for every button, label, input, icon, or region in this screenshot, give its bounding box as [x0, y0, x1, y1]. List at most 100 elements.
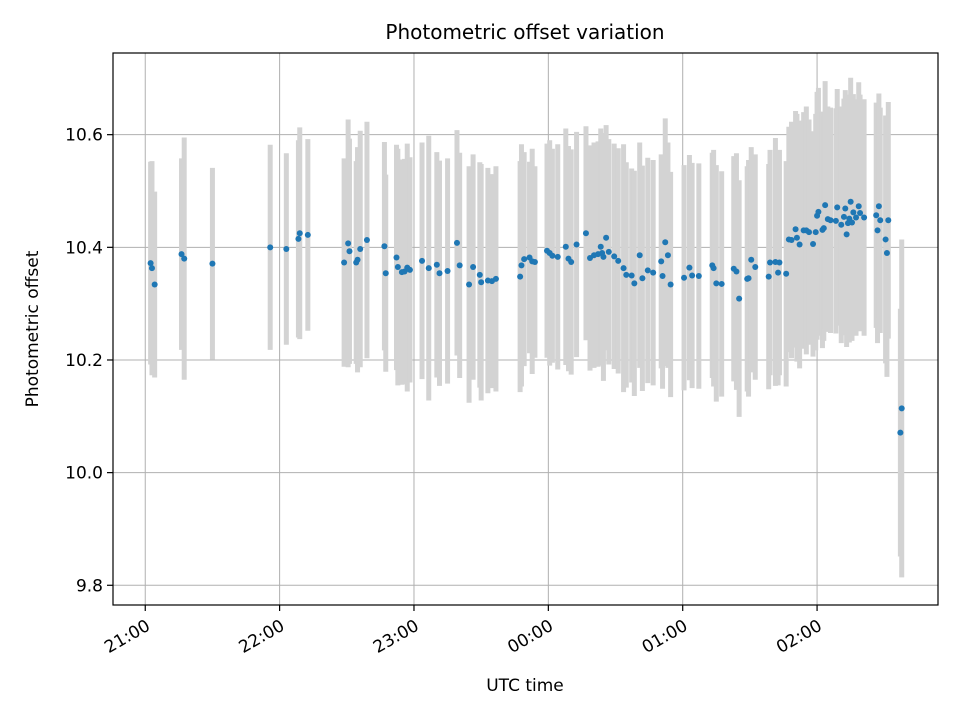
data-point [518, 262, 525, 269]
data-point [882, 236, 889, 243]
data-point [861, 214, 868, 221]
data-point [603, 234, 610, 241]
y-tick-label: 10.4 [65, 238, 103, 258]
data-point [793, 234, 800, 241]
x-tick-label: 21:00 [101, 616, 153, 658]
data-point [478, 279, 485, 286]
data-point [209, 260, 216, 267]
data-point [549, 252, 556, 259]
plot-frame [112, 52, 939, 606]
data-point [877, 217, 884, 224]
x-tick-label: 00:00 [504, 616, 556, 658]
data-point [875, 203, 882, 210]
y-tick-label: 10.2 [65, 351, 103, 371]
data-point [425, 265, 432, 272]
x-tick-label: 22:00 [236, 616, 288, 658]
data-point [466, 281, 473, 288]
y-axis-ticks: 9.8 10.0 10.2 10.4 10.6 [65, 126, 113, 596]
data-point [419, 257, 426, 264]
data-point [748, 256, 755, 263]
x-tick-label: 01:00 [639, 616, 691, 658]
data-point [267, 244, 274, 251]
data-point [840, 213, 847, 220]
data-point [883, 249, 890, 256]
x-axis-label: UTC time [486, 676, 564, 696]
data-point [531, 258, 538, 265]
data-point [456, 262, 463, 269]
data-point [820, 225, 827, 232]
data-point [783, 270, 790, 277]
data-point [736, 295, 743, 302]
data-point [354, 256, 361, 263]
data-point [733, 268, 740, 275]
data-point [788, 237, 795, 244]
data-point [568, 258, 575, 265]
data-point [897, 429, 904, 436]
data-point [453, 239, 460, 246]
data-point [304, 231, 311, 238]
x-tick-label: 23:00 [370, 616, 422, 658]
data-point [898, 405, 905, 412]
data-point [582, 230, 589, 237]
data-point [394, 264, 401, 271]
data-point [597, 243, 604, 250]
data-points [147, 198, 905, 436]
data-point [406, 266, 413, 273]
data-point [857, 209, 864, 216]
y-tick-label: 10.6 [65, 126, 103, 146]
data-point [562, 243, 569, 250]
data-point [181, 255, 188, 262]
x-tick-label: 02:00 [773, 616, 825, 658]
data-point [644, 267, 651, 274]
data-point [810, 240, 817, 247]
data-point [357, 246, 364, 253]
data-point [834, 204, 841, 211]
data-point [631, 280, 638, 287]
data-point [600, 253, 607, 260]
data-point [573, 241, 580, 248]
y-tick-label: 9.8 [76, 576, 103, 596]
data-point [686, 264, 693, 271]
data-point [296, 230, 303, 237]
data-point [147, 260, 154, 267]
data-point [658, 258, 665, 265]
data-point [341, 259, 348, 266]
data-point [521, 256, 528, 263]
data-point [849, 219, 856, 226]
error-bars [148, 77, 905, 578]
data-point [393, 254, 400, 261]
data-point [767, 259, 774, 266]
data-point [689, 272, 696, 279]
data-point [620, 265, 627, 272]
data-point [659, 273, 666, 280]
data-point [855, 203, 862, 210]
data-point [832, 217, 839, 224]
data-point [151, 281, 158, 288]
data-point [605, 248, 612, 255]
data-point [874, 227, 881, 234]
data-point [847, 198, 854, 205]
data-point [695, 273, 702, 280]
data-point [838, 221, 845, 228]
data-point [765, 273, 772, 280]
chart-title: Photometric offset variation [385, 20, 664, 44]
data-point [796, 241, 803, 248]
data-point [345, 240, 352, 247]
data-point [667, 281, 674, 288]
data-point [850, 209, 857, 216]
data-point [517, 273, 524, 280]
data-point [636, 252, 643, 259]
data-point [381, 243, 388, 250]
data-point [623, 271, 630, 278]
data-point [681, 274, 688, 281]
data-point [662, 239, 669, 246]
data-point [639, 275, 646, 282]
data-point [873, 212, 880, 219]
data-point [611, 253, 618, 260]
data-point [444, 267, 451, 274]
data-point [822, 202, 829, 209]
data-point [664, 252, 671, 259]
data-point [843, 231, 850, 238]
data-point [554, 253, 561, 260]
